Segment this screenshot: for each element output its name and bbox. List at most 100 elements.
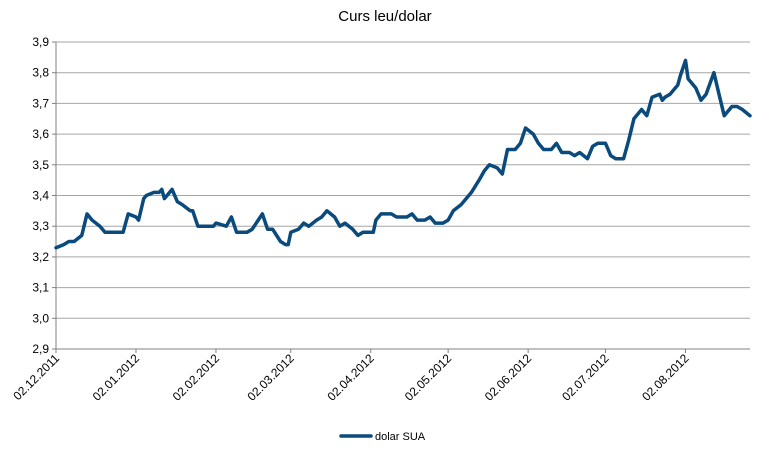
gridlines — [56, 41, 750, 319]
y-tick-label: 3,0 — [32, 311, 49, 325]
data-point — [362, 231, 364, 234]
chart-title: Curs leu/dolar — [338, 8, 431, 25]
data-point — [411, 213, 413, 215]
data-point — [207, 225, 209, 227]
data-point — [142, 197, 145, 200]
data-point — [326, 210, 328, 212]
data-point — [161, 188, 163, 191]
data-point — [158, 191, 160, 194]
data-point — [181, 203, 184, 206]
data-point — [713, 71, 715, 74]
data-point — [684, 59, 687, 62]
data-point — [68, 240, 70, 243]
data-point — [370, 231, 372, 234]
data-point — [646, 114, 648, 117]
y-tick-label: 3,3 — [32, 219, 49, 233]
legend-label-dolar-sua: dolar SUA — [375, 431, 426, 443]
data-point — [749, 114, 751, 117]
data-point — [117, 231, 119, 234]
data-point — [622, 157, 625, 160]
data-point — [243, 231, 246, 234]
data-point — [406, 216, 408, 218]
data-point — [627, 139, 630, 141]
data-point — [55, 246, 57, 249]
data-point — [73, 240, 75, 243]
data-point — [460, 203, 462, 206]
data-point — [506, 148, 509, 151]
data-point — [380, 213, 382, 215]
data-point — [640, 108, 643, 111]
series-layer — [54, 58, 752, 250]
data-point — [99, 225, 101, 227]
data-point — [91, 219, 93, 221]
data-point — [604, 142, 607, 145]
data-point — [215, 222, 217, 224]
data-point — [560, 151, 563, 154]
data-point — [416, 219, 419, 221]
data-point — [251, 228, 253, 231]
data-point — [609, 154, 612, 157]
data-point — [225, 225, 228, 227]
data-point — [122, 231, 124, 234]
data-point — [163, 197, 166, 200]
data-point — [736, 105, 738, 108]
data-point — [127, 213, 129, 215]
data-point — [568, 151, 571, 154]
y-tick-label: 3,1 — [32, 281, 49, 295]
data-point — [390, 213, 393, 215]
data-point — [333, 216, 336, 218]
data-point — [86, 213, 88, 215]
data-point — [687, 78, 689, 80]
data-point — [357, 234, 359, 237]
data-point — [434, 222, 437, 224]
data-point — [741, 108, 744, 111]
data-point — [230, 216, 233, 218]
y-tick-label: 2,9 — [32, 342, 49, 356]
data-point — [695, 87, 697, 89]
data-point — [658, 93, 661, 95]
data-point — [555, 142, 558, 145]
data-point — [483, 170, 486, 172]
data-point — [191, 210, 194, 212]
data-point — [104, 231, 106, 234]
data-point — [271, 228, 274, 231]
data-point — [514, 148, 516, 151]
data-point — [705, 93, 707, 95]
legend: dolar SUA — [339, 431, 426, 443]
data-point — [375, 219, 377, 221]
y-tick-label: 3,6 — [32, 127, 49, 141]
data-point — [351, 228, 354, 231]
data-point — [723, 114, 725, 117]
y-tick-label: 3,2 — [32, 250, 49, 264]
data-point — [501, 173, 504, 175]
data-point — [731, 105, 733, 108]
data-point — [429, 216, 431, 218]
data-point — [297, 228, 300, 231]
data-point — [679, 75, 682, 77]
data-point — [395, 216, 398, 218]
data-point — [302, 222, 305, 224]
y-tick-label: 3,9 — [32, 35, 49, 49]
data-point — [470, 191, 473, 194]
data-point — [661, 99, 664, 102]
data-point — [176, 200, 179, 203]
data-point — [586, 157, 589, 160]
data-point — [578, 151, 581, 154]
data-point — [212, 225, 215, 227]
data-point — [261, 213, 264, 215]
data-point — [62, 243, 65, 246]
data-point — [664, 96, 666, 99]
data-point — [320, 216, 323, 218]
data-point — [287, 243, 290, 246]
y-tick-label: 3,5 — [32, 158, 49, 172]
data-point — [488, 164, 491, 166]
data-point — [197, 225, 199, 227]
y-tick-label: 3,7 — [32, 96, 49, 110]
data-point — [537, 142, 540, 145]
data-point — [153, 191, 155, 194]
data-point — [718, 93, 720, 95]
data-point — [542, 148, 545, 151]
y-tick-label: 3,4 — [32, 189, 49, 203]
data-point — [524, 127, 527, 129]
